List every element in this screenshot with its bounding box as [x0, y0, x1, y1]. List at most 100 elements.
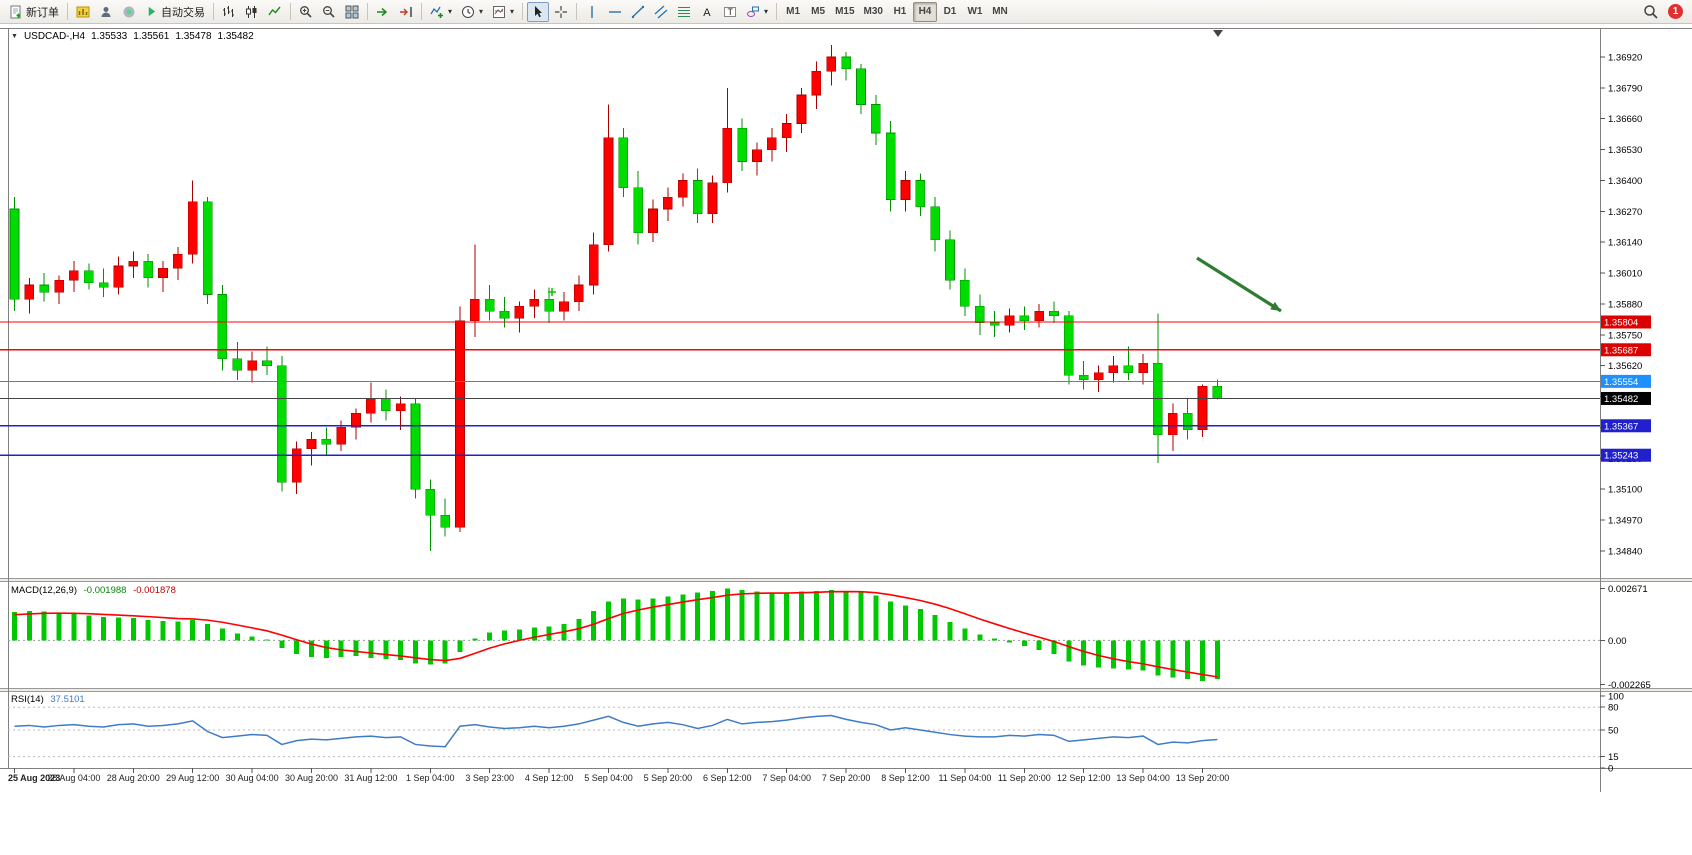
rsi-axis-label: 100 [1608, 692, 1624, 703]
candle [98, 282, 109, 288]
channel-button[interactable] [650, 2, 672, 22]
indicators-button[interactable]: ▾ [426, 2, 456, 22]
symbol-list-triangle-icon[interactable]: ▼ [11, 33, 18, 40]
profiles-button[interactable] [95, 2, 117, 22]
templates-dropdown-icon: ▾ [510, 7, 515, 16]
candle [514, 306, 525, 319]
timeframe-d1-button[interactable]: D1 [938, 2, 962, 22]
candle [1049, 310, 1059, 317]
trendline-button[interactable] [627, 2, 649, 22]
price-axis-label: 1.35750 [1608, 330, 1642, 341]
candle [351, 412, 361, 428]
candle [618, 137, 629, 188]
time-axis-label: 6 Sep 12:00 [703, 773, 752, 783]
candle [425, 488, 436, 516]
candle [380, 398, 391, 412]
time-axis-label: 29 Aug 12:00 [166, 773, 219, 783]
hline-price-box [1601, 419, 1651, 433]
cursor-button[interactable] [527, 1, 550, 22]
shapes-button[interactable]: ▾ [742, 2, 772, 22]
trend-arrow[interactable] [1196, 256, 1282, 313]
candle [573, 284, 584, 302]
periods-dropdown-icon: ▾ [479, 7, 484, 16]
horizontal-line-button[interactable] [604, 2, 626, 22]
notification-badge[interactable]: 1 [1668, 4, 1683, 19]
timeframe-m15-button[interactable]: M15 [831, 2, 858, 22]
crosshair-button[interactable] [550, 2, 572, 22]
timeframe-m1-button[interactable]: M1 [781, 2, 805, 22]
candle [410, 403, 421, 490]
timeframe-w1-button[interactable]: W1 [963, 2, 987, 22]
community-button[interactable] [118, 2, 140, 22]
candle [960, 279, 970, 307]
auto-trading-button[interactable]: 自动交易 [141, 2, 209, 22]
candle [276, 365, 287, 483]
new-order-button[interactable]: 新订单 [5, 2, 63, 22]
bar-chart-icon [222, 5, 236, 19]
candle [366, 398, 376, 414]
time-axis-label: 13 Sep 04:00 [1116, 773, 1170, 783]
macd-axis-label: 0.002671 [1608, 584, 1648, 595]
toolbar-separator [213, 3, 214, 20]
auto-trading-play-icon [145, 5, 158, 18]
chart-shift-marker-icon[interactable] [1213, 30, 1223, 37]
candle [1123, 365, 1134, 374]
zoom-out-button[interactable] [318, 2, 340, 22]
auto-scroll-button[interactable] [372, 2, 394, 22]
candle [158, 268, 168, 279]
indicators-dropdown-icon: ▾ [448, 7, 453, 16]
chart-symbol-period: USDCAD-,H4 [23, 31, 86, 42]
candle [737, 127, 747, 162]
charts-button[interactable] [72, 2, 94, 22]
bar-chart-button[interactable] [218, 2, 240, 22]
toolbar-separator [290, 3, 291, 20]
time-axis-label: 12 Sep 12:00 [1057, 773, 1111, 783]
timeframe-mn-button[interactable]: MN [988, 2, 1012, 22]
candle [484, 298, 495, 312]
rsi-line [14, 714, 1218, 748]
price-axis-label: 1.36270 [1608, 207, 1642, 218]
templates-icon [492, 5, 506, 19]
price-axis-label: 1.36140 [1608, 238, 1642, 249]
vertical-line-button[interactable] [581, 2, 603, 22]
candle [915, 180, 926, 207]
periods-button[interactable]: ▾ [457, 2, 487, 22]
text-button[interactable]: A [696, 2, 718, 22]
candle [767, 137, 777, 150]
timeframe-m30-button[interactable]: M30 [860, 2, 887, 22]
templates-button[interactable]: ▾ [488, 2, 518, 22]
text-label-button[interactable]: T [719, 2, 741, 22]
pane-splitter-main-macd[interactable] [0, 578, 1692, 582]
candle [499, 310, 510, 319]
timeframe-h4-button[interactable]: H4 [912, 1, 937, 22]
time-axis-label: 30 Aug 04:00 [226, 773, 279, 783]
price-axis-label: 1.36660 [1608, 114, 1642, 125]
line-chart-button[interactable] [264, 2, 286, 22]
hline-price-label: 1.35367 [1604, 421, 1638, 432]
candle [202, 201, 213, 295]
svg-text:A: A [703, 7, 711, 19]
pane-splitter-macd-rsi[interactable] [0, 688, 1692, 692]
search-button[interactable] [1639, 2, 1663, 22]
tile-windows-button[interactable] [341, 2, 363, 22]
price-axis-label: 1.36920 [1608, 52, 1642, 63]
timeframe-m5-button[interactable]: M5 [806, 2, 830, 22]
fibonacci-button[interactable] [673, 2, 695, 22]
current-price-label: 1.35482 [1604, 394, 1638, 405]
time-axis-label: 5 Sep 04:00 [584, 773, 633, 783]
zoom-in-button[interactable] [295, 2, 317, 22]
candlestick-chart-button[interactable] [241, 2, 263, 22]
candle [752, 149, 762, 162]
candle [781, 123, 792, 139]
candle [663, 196, 673, 210]
chart-shift-button[interactable] [395, 2, 417, 22]
timeframe-h1-button[interactable]: H1 [888, 2, 912, 22]
price-axis-label: 1.35880 [1608, 299, 1642, 310]
text-label-icon: T [723, 5, 737, 19]
time-axis-label: 11 Sep 20:00 [998, 773, 1051, 783]
price-axis-label: 1.36010 [1608, 269, 1642, 280]
auto-trading-label: 自动交易 [161, 6, 205, 19]
hline-price-box [1601, 448, 1651, 462]
chart-low-value: 1.35478 [175, 31, 212, 42]
